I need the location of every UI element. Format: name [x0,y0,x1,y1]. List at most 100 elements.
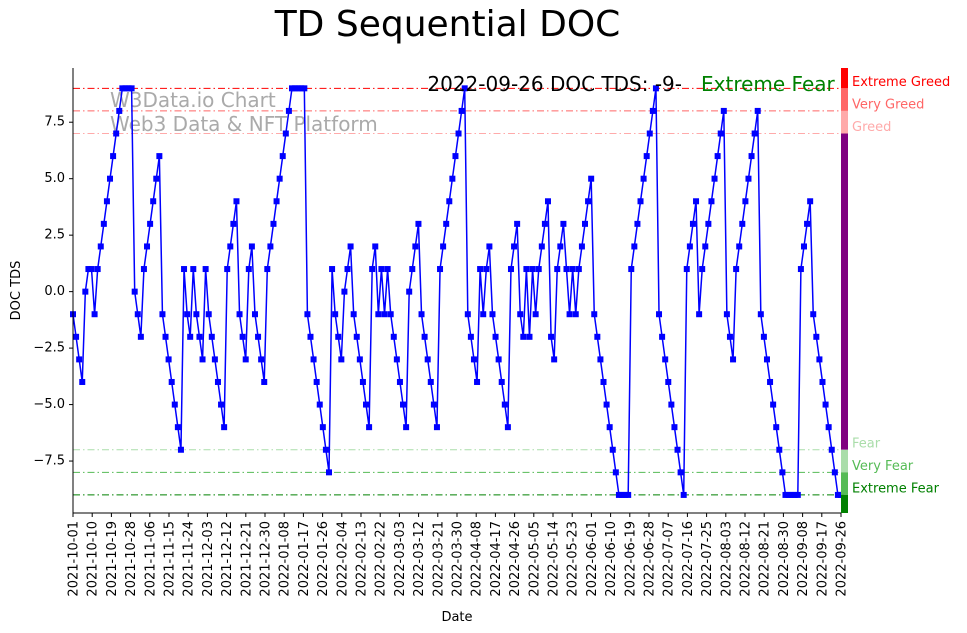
data-point [733,266,740,273]
data-point [822,401,829,408]
data-point [267,243,274,250]
data-point [609,446,616,453]
y-tick-label: 5.0 [44,171,65,186]
data-point [754,107,761,114]
data-point [369,266,376,273]
data-point [625,491,632,498]
data-point [446,198,453,205]
data-point [76,356,83,363]
data-point [486,243,493,250]
level-label-extreme-greed: Extreme Greed [852,75,950,90]
data-point [652,85,659,92]
data-point [757,311,764,318]
data-point [97,243,104,250]
data-point [187,333,194,340]
data-point [332,311,339,318]
data-point [615,491,622,498]
data-point [282,130,289,137]
data-point [248,243,255,250]
data-point [131,288,138,295]
side-bar-segment [841,472,848,495]
data-point [322,446,329,453]
data-point [288,85,295,92]
data-point [233,198,240,205]
level-label-greed: Greed [852,120,891,135]
data-point [819,378,826,385]
data-point [255,333,262,340]
data-point [711,175,718,182]
data-point [594,333,601,340]
data-point [643,153,650,160]
x-tick-label: 2021-12-21 [239,521,254,597]
data-point [739,220,746,227]
data-point [541,220,548,227]
data-point [292,85,299,92]
data-point [424,356,431,363]
data-point [745,175,752,182]
x-tick-label: 2022-06-19 [623,521,638,597]
data-point [199,356,206,363]
data-point [113,130,120,137]
x-tick-label: 2022-09-26 [835,521,850,597]
data-point [665,378,672,385]
data-point [279,153,286,160]
data-point [578,243,585,250]
data-point [520,333,527,340]
data-point [403,424,410,431]
y-tick-label: −5.0 [33,397,65,412]
data-point [218,401,225,408]
data-point [396,378,403,385]
x-tick-label: 2021-11-06 [143,521,158,597]
data-point [523,266,530,273]
data-point [168,378,175,385]
data-point [316,401,323,408]
data-point [816,356,823,363]
data-point [495,356,502,363]
data-point [427,378,434,385]
data-point [91,311,98,318]
data-point [585,198,592,205]
x-tick-label: 2022-09-17 [815,521,830,597]
data-point [214,378,221,385]
x-tick-label: 2022-06-01 [585,521,600,597]
level-label-fear: Fear [852,436,881,451]
data-point [726,333,733,340]
data-point [717,130,724,137]
data-point [810,311,817,318]
data-point [507,266,514,273]
data-point [659,333,666,340]
latest-value-annotation: 2022-09-26 DOC TDS: -9- [427,72,682,96]
x-tick-label: 2021-10-28 [124,521,139,597]
data-point [575,266,582,273]
data-point [406,288,413,295]
status-label: Extreme Fear [701,72,836,96]
data-point [776,446,783,453]
data-point [264,266,271,273]
x-tick-label: 2022-04-17 [489,521,504,597]
data-point [705,220,712,227]
data-point [763,356,770,363]
data-point [122,85,129,92]
chart-title: TD Sequential DOC [274,4,621,45]
data-point [693,198,700,205]
data-point [569,266,576,273]
data-point [125,85,132,92]
data-point [498,378,505,385]
data-point [319,424,326,431]
data-point [742,198,749,205]
data-point [196,333,203,340]
data-point [381,311,388,318]
data-point [470,356,477,363]
data-point [224,266,231,273]
data-point [335,333,342,340]
data-point [140,266,147,273]
data-point [474,378,481,385]
data-point [631,243,638,250]
data-point [137,333,144,340]
data-point [677,469,684,476]
x-tick-label: 2022-03-30 [451,521,466,597]
data-point [261,378,268,385]
data-point [708,198,715,205]
data-point [276,175,283,182]
